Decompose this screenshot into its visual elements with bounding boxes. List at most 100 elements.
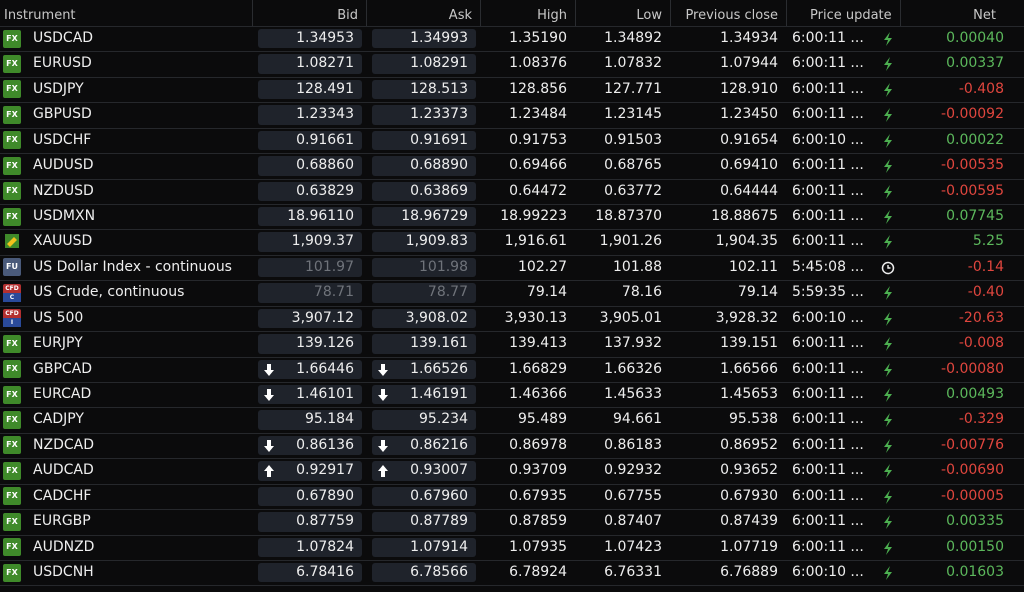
update-time: 6:00:10 ... [792,564,864,581]
prev-price: 18.88675 [711,208,778,224]
bid-box [258,232,362,252]
instrument-name[interactable]: USDCNH [33,564,94,581]
bolt-icon [884,464,892,479]
prev-price: 0.86952 [720,436,778,453]
bid-price: 3,907.12 [291,309,354,326]
prev-price: 0.87439 [720,513,778,530]
ask-box [372,232,476,252]
column-divider [480,0,481,26]
row-border [0,178,1024,180]
instrument-name[interactable]: NZDCAD [33,436,94,453]
bid-box [258,29,362,49]
low-price: 94.661 [613,411,662,428]
bid-box [258,563,362,583]
instrument-name[interactable]: AUDNZD [33,538,95,555]
update-time: 6:00:11 ... [792,411,864,428]
bid-box [258,537,362,558]
instrument-name[interactable]: EURJPY [33,335,83,352]
bolt-icon [884,362,892,377]
column-header[interactable]: Previous close [685,8,778,23]
instrument-name[interactable]: USDJPY [33,80,84,97]
column-header[interactable]: Bid [337,8,358,23]
instrument-name[interactable]: GBPUSD [33,106,92,123]
instrument-name[interactable]: GBPCAD [33,360,93,377]
column-divider [366,0,367,26]
bid-box [258,207,362,227]
bid-box [258,156,362,176]
badge-sub: C [3,292,21,302]
row-border [0,229,1024,231]
row-border [0,407,1024,409]
net-change: -0.40 [967,284,1004,301]
instrument-name[interactable]: EURUSD [33,55,92,72]
high-price: 139.413 [509,335,567,352]
ask-box [372,181,476,201]
instrument-name[interactable]: EURGBP [33,513,91,530]
column-header[interactable]: Net [973,8,996,23]
bolt-icon [884,184,892,199]
row-border [0,356,1024,358]
high-price: 1.35190 [509,30,567,46]
high-price: 18.99223 [500,208,567,224]
instrument-name[interactable]: CADJPY [33,411,84,428]
column-header[interactable]: High [537,8,567,23]
update-time: 6:00:11 ... [792,335,864,352]
high-price: 0.69466 [509,157,567,174]
ask-box [372,257,476,278]
bid-box [258,257,362,278]
ask-price: 1.66526 [410,360,468,377]
ask-price: 1.23373 [410,106,468,123]
trend-arrow [378,465,388,478]
instrument-name[interactable]: AUDUSD [33,157,94,174]
ask-box [372,537,476,558]
ask-price: 0.87789 [410,513,468,530]
ask-box [372,512,476,532]
instrument-badge: FX [3,410,21,429]
instrument-badge: FX [3,156,21,175]
low-price: 101.88 [613,258,662,275]
instrument-name[interactable]: EURCAD [33,386,92,403]
instrument-name[interactable]: XAUUSD [33,233,93,250]
instrument-name[interactable]: AUDCAD [33,462,94,479]
net-change: 0.00337 [946,55,1004,72]
update-time: 6:00:11 ... [792,55,864,72]
prev-price: 3,928.32 [715,309,778,326]
ask-box [372,283,476,303]
bolt-icon [884,540,892,555]
ask-price: 1.08291 [410,55,468,72]
instrument-name[interactable]: USDCHF [33,131,92,148]
column-divider [900,0,901,26]
net-change: -0.00092 [941,106,1004,123]
instrument-name[interactable]: US Dollar Index - continuous [33,258,232,275]
instrument-name[interactable]: CADCHF [33,487,92,504]
gold-icon [5,234,19,249]
column-header[interactable]: Price update [810,8,892,23]
bid-price: 0.67890 [296,487,354,504]
update-time: 6:00:11 ... [792,80,864,97]
bid-price: 78.71 [313,284,354,301]
bolt-icon [884,235,892,250]
prev-price: 95.538 [729,411,778,428]
update-time: 6:00:11 ... [792,233,864,250]
row-border [0,585,1024,587]
instrument-name[interactable]: USDCAD [33,30,94,46]
ask-price: 0.63869 [410,182,468,199]
column-header[interactable]: Low [636,8,662,23]
prev-price: 0.93652 [720,462,778,479]
ask-price: 101.98 [419,258,468,275]
instrument-badge: FX [3,512,21,531]
column-header[interactable]: Ask [448,8,472,23]
column-header[interactable]: Instrument [4,8,76,23]
net-change: -0.00080 [941,360,1004,377]
low-price: 0.92932 [604,462,662,479]
instrument-name[interactable]: NZDUSD [33,182,94,199]
update-time: 6:00:11 ... [792,538,864,555]
bid-box [258,79,362,100]
instrument-name[interactable]: USDMXN [33,208,96,224]
row-border [0,483,1024,485]
bid-box [258,512,362,532]
instrument-name[interactable]: US 500 [33,309,84,326]
bid-price: 95.184 [305,411,354,428]
instrument-name[interactable]: US Crude, continuous [33,284,185,301]
bolt-icon [884,32,892,46]
